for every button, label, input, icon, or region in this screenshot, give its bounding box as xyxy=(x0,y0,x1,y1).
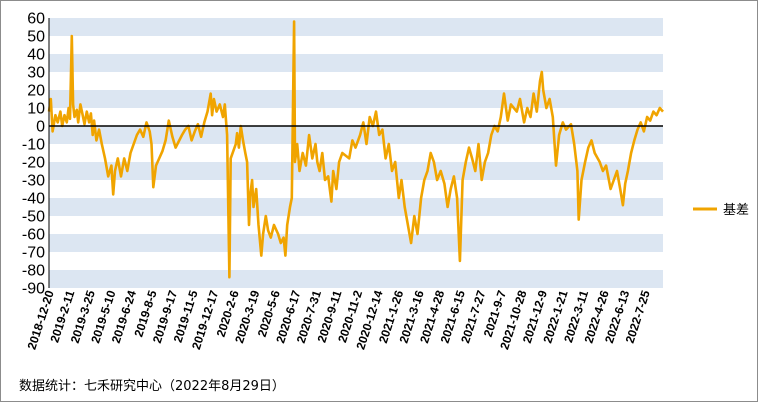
x-axis: 2018-12-202019-2-112019-3-252019-5-10201… xyxy=(25,288,653,351)
grid-bands xyxy=(49,18,663,288)
y-tick-label: -30 xyxy=(22,173,45,190)
y-tick-label: -60 xyxy=(22,227,45,244)
grid-band xyxy=(49,144,663,162)
y-tick-label: 0 xyxy=(36,119,45,136)
grid-band xyxy=(49,90,663,108)
grid-band xyxy=(49,198,663,216)
series-layer xyxy=(47,20,664,279)
y-tick-label: 50 xyxy=(27,29,45,46)
y-tick-label: -40 xyxy=(22,191,45,208)
y-tick-label: 40 xyxy=(27,47,45,64)
grid-band xyxy=(49,18,663,36)
y-tick-label: -10 xyxy=(22,137,45,154)
y-tick-label: -20 xyxy=(22,155,45,172)
y-tick-label: 20 xyxy=(27,83,45,100)
y-tick-label: -50 xyxy=(22,209,45,226)
grid-band xyxy=(49,54,663,72)
legend-label: 基差 xyxy=(723,203,749,218)
y-tick-label: -70 xyxy=(22,245,45,262)
grid-band xyxy=(49,180,663,198)
y-tick-label: 30 xyxy=(27,65,45,82)
source-note: 数据统计：七禾研究中心（2022年8月29日） xyxy=(19,379,285,394)
y-tick-label: -80 xyxy=(22,263,45,280)
grid-band xyxy=(49,270,663,288)
legend: 基差 xyxy=(693,203,749,218)
grid-band xyxy=(49,216,663,234)
grid-band xyxy=(49,36,663,54)
grid-band xyxy=(49,72,663,90)
series-line xyxy=(47,20,664,279)
y-tick-label: 60 xyxy=(27,11,45,28)
grid-band xyxy=(49,162,663,180)
y-tick-label: -90 xyxy=(22,281,45,298)
grid-band xyxy=(49,252,663,270)
grid-band xyxy=(49,234,663,252)
y-tick-label: 10 xyxy=(27,101,45,118)
